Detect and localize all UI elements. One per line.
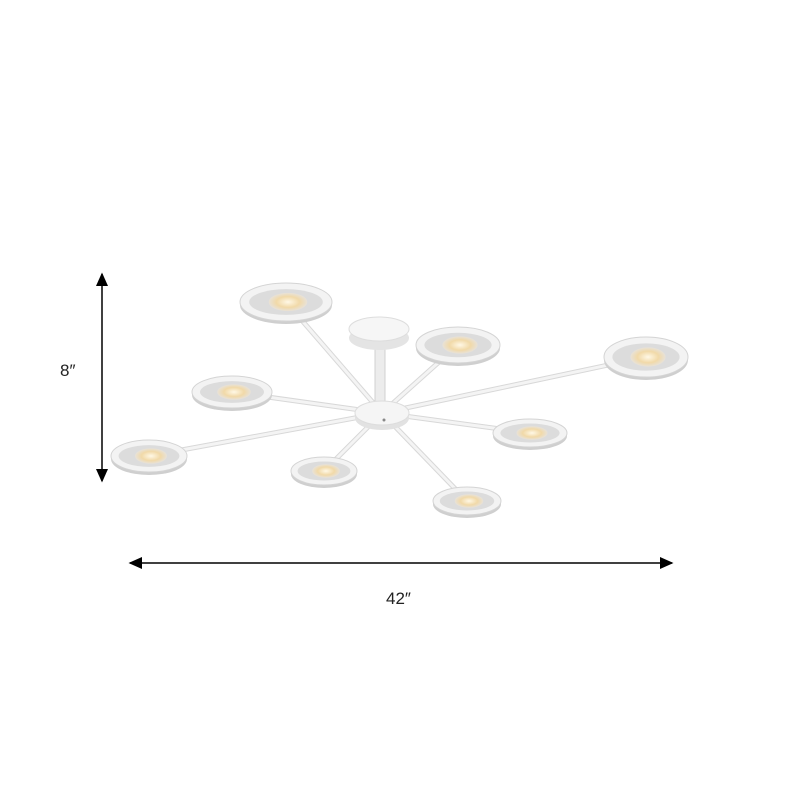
light-disk: [110, 439, 188, 475]
bulb-glow: [442, 336, 478, 354]
arm-highlight: [148, 411, 383, 458]
bulb-glow: [516, 426, 548, 440]
bulb-glow: [217, 384, 251, 400]
light-disk: [191, 375, 273, 411]
bulb-glow: [135, 448, 167, 464]
light-disk: [432, 486, 502, 518]
width-label: 42″: [386, 589, 411, 608]
light-disk: [239, 282, 333, 324]
height-label: 8″: [60, 361, 76, 380]
arm-highlight: [381, 355, 647, 415]
light-disk: [492, 418, 568, 450]
light-disk: [290, 456, 358, 488]
bulb-glow: [630, 347, 666, 367]
light-disk: [415, 326, 501, 366]
bulb-glow: [454, 494, 484, 508]
center-hub: [354, 400, 410, 430]
light-disk: [603, 336, 689, 380]
bulb-glow: [268, 292, 308, 312]
bulb-glow: [312, 464, 340, 478]
lights: [110, 282, 689, 518]
